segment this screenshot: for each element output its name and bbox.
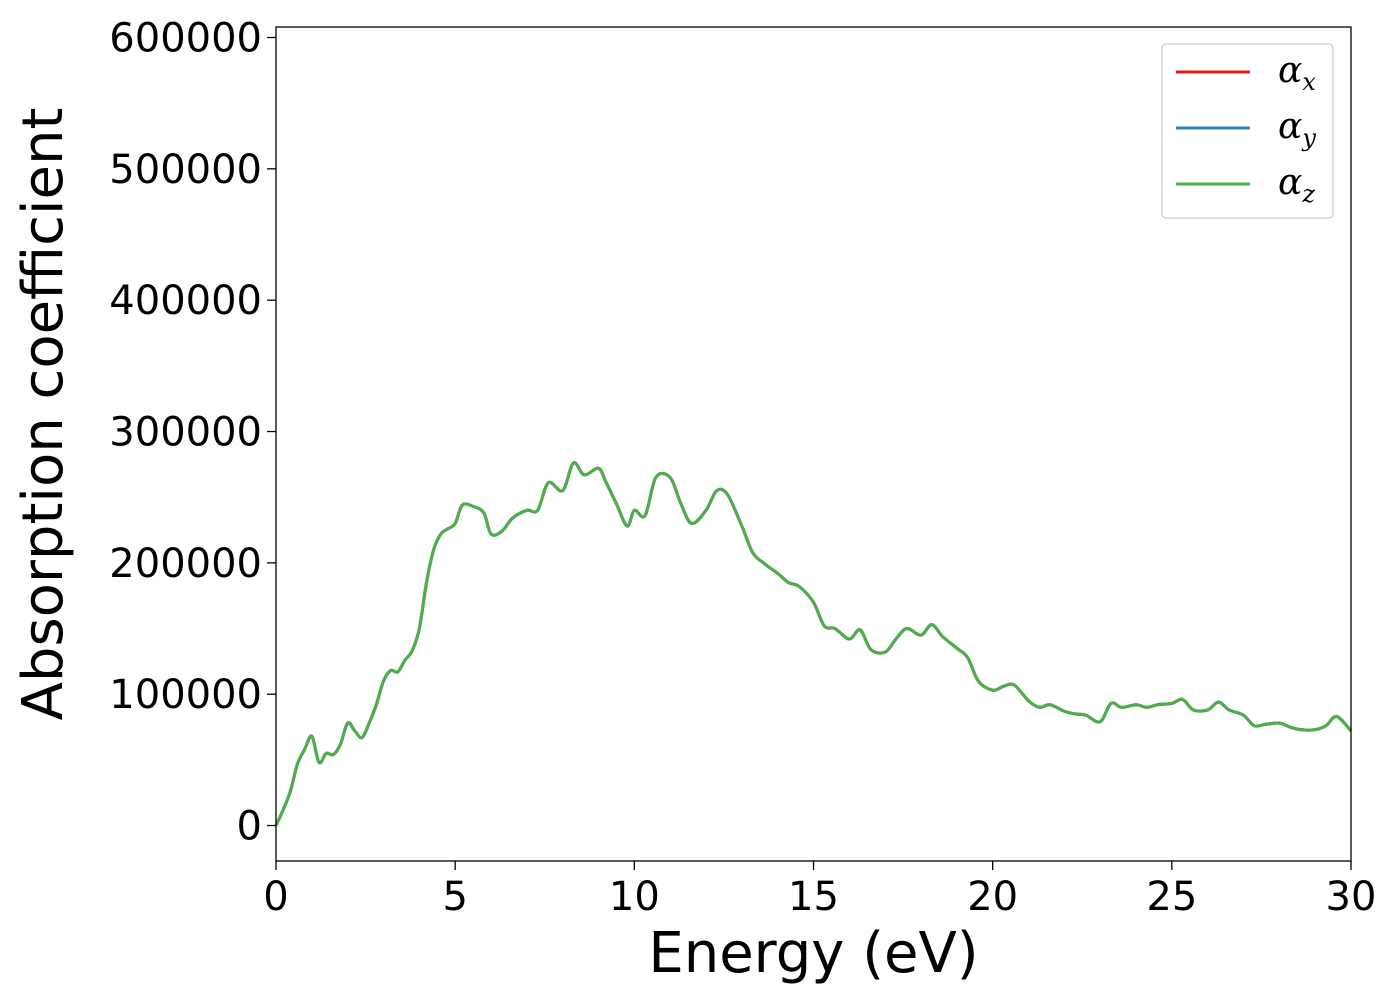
x-axis-title: Energy (eV): [648, 921, 978, 986]
x-tick-label: 10: [609, 874, 660, 920]
y-tick-label: 400000: [109, 278, 262, 324]
y-tick-label: 600000: [109, 16, 262, 62]
legend-label: αz: [1278, 162, 1315, 208]
series-line-y: [274, 461, 1353, 827]
y-axis-title: Absorption coefficient: [11, 108, 76, 721]
legend-label: αy: [1278, 106, 1316, 152]
legend: αx αy αz: [1161, 43, 1334, 219]
y-tick-label: 500000: [109, 147, 262, 193]
x-axis: 0 5 10 15 20 25 30: [263, 861, 1376, 920]
legend-label: αx: [1278, 50, 1316, 96]
y-tick-label: 300000: [109, 410, 262, 456]
legend-box: [1161, 43, 1334, 219]
x-tick-label: 30: [1326, 874, 1377, 920]
y-axis: 0 100000 200000 300000 400000 500000 600000: [109, 16, 276, 850]
y-tick-label: 0: [237, 804, 262, 850]
x-tick-label: 15: [788, 874, 839, 920]
series-line-z: [274, 461, 1353, 827]
x-tick-label: 20: [967, 874, 1018, 920]
x-tick-label: 5: [442, 874, 467, 920]
y-tick-label: 100000: [109, 672, 262, 718]
x-tick-label: 0: [263, 874, 288, 920]
y-tick-label: 200000: [109, 541, 262, 587]
x-tick-label: 25: [1146, 874, 1197, 920]
series-layer: [274, 461, 1353, 827]
series-line-x: [274, 461, 1353, 827]
